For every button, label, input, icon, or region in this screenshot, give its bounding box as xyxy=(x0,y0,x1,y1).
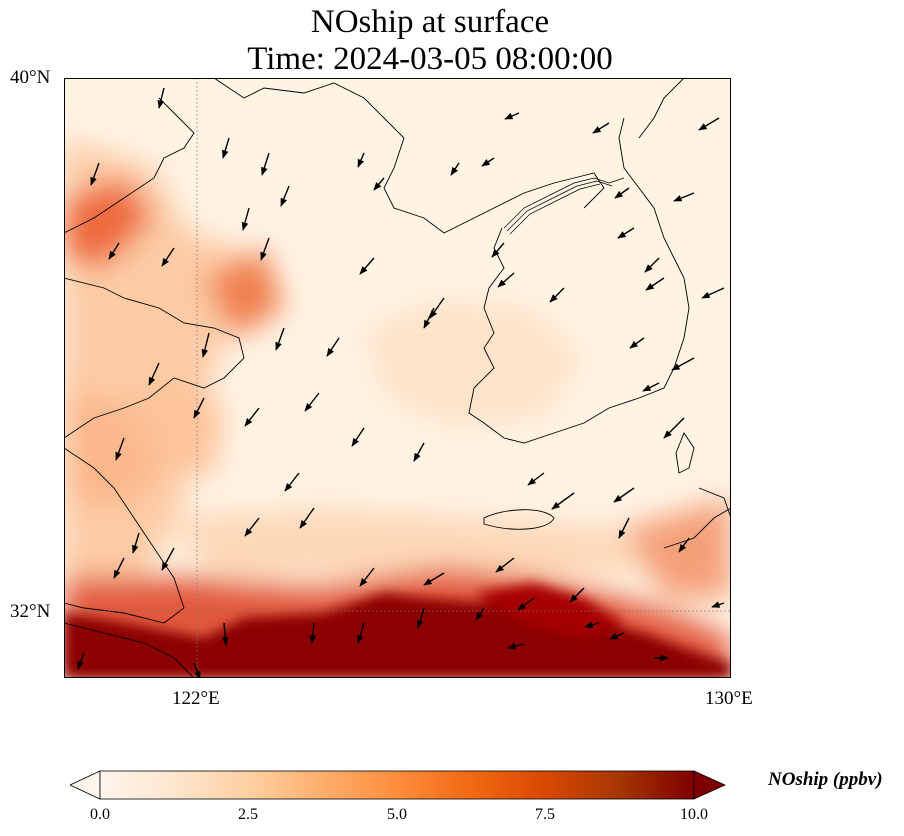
wind-arrow xyxy=(569,587,585,603)
map-title-line2: Time: 2024-03-05 08:00:00 xyxy=(247,41,613,77)
colorbar-extend-max xyxy=(693,770,726,800)
colorbar-gradient xyxy=(99,770,695,800)
wind-arrow xyxy=(450,162,460,176)
wind-arrow xyxy=(359,257,375,275)
map-frame xyxy=(64,78,731,678)
wind-arrow xyxy=(148,362,160,386)
wind-arrow xyxy=(678,537,690,553)
wind-arrow xyxy=(359,567,375,587)
lat-tick-label-32n: 32°N xyxy=(10,601,51,622)
wind-arrow xyxy=(77,652,85,670)
wind-arrow xyxy=(663,417,685,439)
wind-arrow xyxy=(609,632,625,640)
wind-arrow xyxy=(701,287,725,299)
colorbar-tick-1: 2.5 xyxy=(238,806,258,823)
wind-arrow xyxy=(193,397,205,419)
wind-arrow xyxy=(260,237,270,261)
wind-arrow xyxy=(549,287,565,303)
wind-arrow xyxy=(673,192,695,202)
lat-tick-label-40n: 40°N xyxy=(10,67,51,88)
wind-arrow xyxy=(584,621,600,629)
wind-arrow xyxy=(617,227,635,239)
colorbar xyxy=(70,770,726,800)
wind-arrow xyxy=(357,152,365,168)
wind-arrow xyxy=(90,162,100,186)
concentration-map xyxy=(64,78,731,678)
wind-arrow xyxy=(644,257,660,273)
wind-arrow xyxy=(304,392,320,412)
wind-arrow xyxy=(497,272,515,288)
wind-arrow xyxy=(241,207,250,231)
wind-arrow xyxy=(481,157,495,167)
wind-arrow xyxy=(161,547,175,571)
wind-arrow xyxy=(416,607,425,629)
wind-arrow xyxy=(551,492,575,510)
wind-vectors xyxy=(77,87,725,678)
wind-arrow xyxy=(161,247,175,267)
colorbar-tick-3: 7.5 xyxy=(535,806,555,823)
wind-arrow xyxy=(517,597,535,611)
gridlines xyxy=(64,78,731,678)
wind-arrow xyxy=(115,437,125,461)
wind-arrow xyxy=(351,427,365,447)
colorbar-tick-4: 10.0 xyxy=(680,806,708,823)
wind-arrow xyxy=(423,572,445,586)
wind-arrow xyxy=(309,622,317,644)
wind-arrow xyxy=(413,442,425,462)
wind-arrow xyxy=(614,187,630,199)
colorbar-tick-2: 5.0 xyxy=(387,806,407,823)
coastline xyxy=(64,78,731,678)
wind-arrow xyxy=(642,382,660,392)
wind-arrow xyxy=(373,177,385,191)
wind-arrow xyxy=(157,87,165,109)
wind-arrow xyxy=(284,472,300,492)
wind-arrow xyxy=(244,407,260,427)
wind-arrow xyxy=(113,557,125,579)
wind-arrow xyxy=(131,532,140,554)
wind-arrow xyxy=(244,517,260,537)
wind-arrow xyxy=(429,297,445,319)
wind-arrow xyxy=(618,517,630,539)
map-title-line1: NOship at surface xyxy=(310,4,550,40)
wind-arrow xyxy=(221,137,230,159)
wind-arrow xyxy=(108,242,120,260)
wind-arrow xyxy=(201,332,210,358)
wind-arrow xyxy=(275,327,285,351)
wind-arrow xyxy=(326,337,340,357)
lon-tick-label-122e: 122°E xyxy=(172,688,220,709)
wind-arrow xyxy=(613,487,635,503)
wind-arrow xyxy=(592,122,610,134)
wind-arrow xyxy=(475,607,485,621)
lon-tick-label-130e: 130°E xyxy=(705,688,753,709)
colorbar-tick-0: 0.0 xyxy=(90,806,110,823)
wind-arrow xyxy=(299,507,315,529)
wind-arrow xyxy=(193,662,201,678)
wind-arrow xyxy=(280,185,290,207)
wind-arrow xyxy=(261,152,270,176)
colorbar-label: NOship (ppbv) xyxy=(768,769,883,790)
wind-arrow xyxy=(495,557,515,573)
national-border xyxy=(503,177,625,235)
wind-arrow xyxy=(504,112,520,120)
wind-arrow xyxy=(629,337,645,349)
wind-arrow xyxy=(527,472,545,486)
wind-arrow xyxy=(507,642,525,650)
wind-arrow xyxy=(221,622,229,646)
wind-arrow xyxy=(423,307,435,329)
wind-arrow xyxy=(711,601,725,608)
wind-arrow xyxy=(356,622,365,644)
wind-arrow xyxy=(645,277,665,291)
wind-arrow xyxy=(698,117,720,131)
wind-arrow xyxy=(491,242,505,258)
colorbar-extend-min xyxy=(70,770,101,800)
wind-arrow xyxy=(671,357,695,371)
